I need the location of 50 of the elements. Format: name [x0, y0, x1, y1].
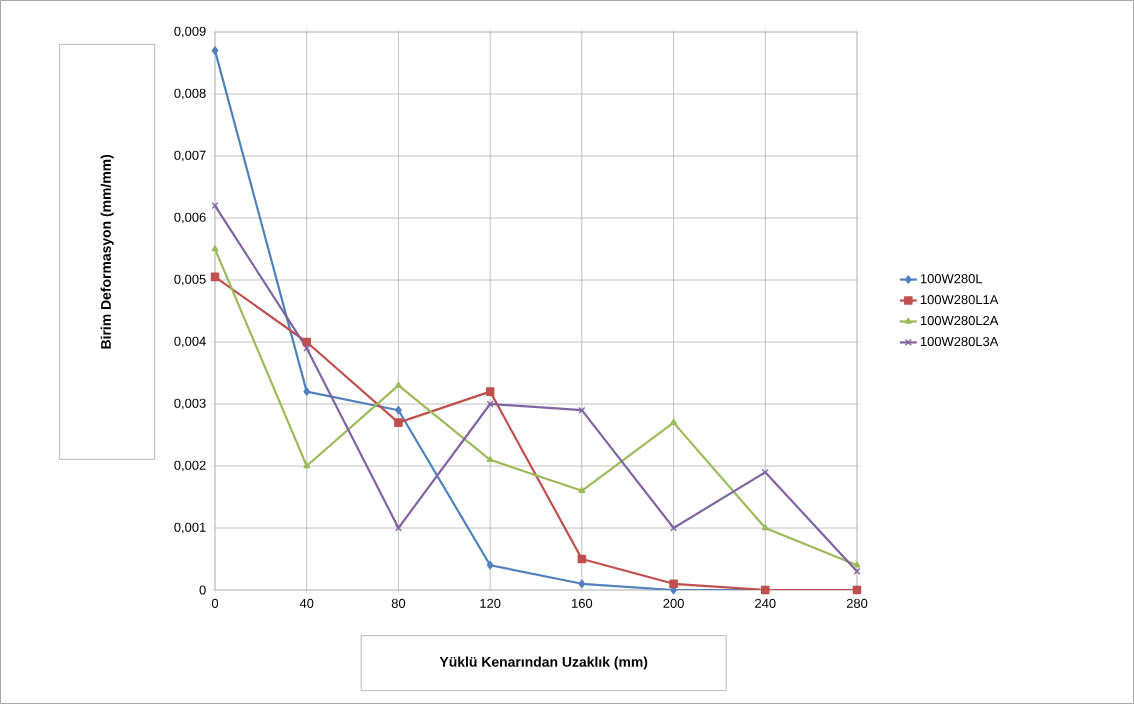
x-axis-title: Yüklü Kenarından Uzaklık (mm) [439, 656, 648, 670]
y-tick-label: 0 [199, 585, 206, 595]
point [211, 202, 219, 210]
point [394, 524, 402, 532]
x-tick-label: 40 [299, 598, 314, 608]
legend-label: 100W280L1A [920, 295, 999, 305]
x-tick-label: 280 [846, 598, 868, 608]
y-axis-title: Birim Deformasyon (mm/mm) [100, 154, 114, 349]
point [211, 46, 219, 55]
y-tick-label: 0,007 [174, 150, 206, 162]
x-tick-label: 240 [755, 598, 776, 608]
x-tick-label: 0 [211, 598, 219, 608]
y-tick-label: 0,009 [174, 26, 206, 38]
point [485, 387, 495, 396]
point [578, 406, 586, 414]
x-tick-label: 80 [391, 598, 406, 608]
x-tick-label: 120 [480, 598, 501, 608]
y-tick-label: 0,003 [174, 398, 206, 410]
point [669, 579, 678, 589]
y-tick-label: 0,005 [174, 274, 206, 286]
x-tick-label: 200 [663, 598, 684, 608]
legend-label: 100W280L [920, 274, 983, 284]
point [303, 344, 311, 352]
y-tick-label: 0,001 [174, 522, 206, 534]
point [578, 486, 586, 494]
x-tick-label: 160 [572, 598, 593, 608]
y-tick-label: 0,006 [174, 212, 206, 224]
point [211, 245, 219, 252]
point [303, 387, 311, 396]
y-tick-label: 0,008 [174, 88, 206, 100]
point [486, 455, 494, 463]
y-tick-label: 0,002 [174, 460, 206, 472]
point [486, 560, 494, 570]
point [302, 337, 311, 347]
point [578, 579, 586, 589]
point [394, 381, 402, 388]
point [577, 554, 587, 564]
point [670, 418, 678, 425]
point [853, 567, 861, 575]
legend-label: 100W280L2A [920, 315, 999, 326]
point [395, 405, 402, 415]
point [761, 468, 769, 476]
point [761, 524, 769, 531]
point [394, 418, 403, 427]
point [210, 272, 220, 282]
point [486, 400, 494, 408]
point [670, 524, 678, 532]
point [303, 462, 311, 469]
legend-label: 100W280L3A [920, 336, 999, 347]
y-tick-label: 0,004 [174, 336, 206, 348]
